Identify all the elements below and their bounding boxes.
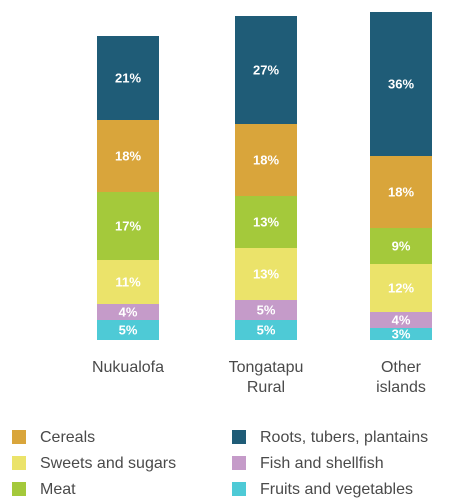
- legend-label: Roots, tubers, plantains: [260, 429, 428, 446]
- value-label: 9%: [392, 238, 411, 253]
- value-label: 3%: [392, 326, 411, 341]
- value-label: 18%: [253, 152, 279, 167]
- legend-label: Sweets and sugars: [40, 455, 176, 472]
- value-label: 18%: [115, 148, 141, 163]
- legend-label: Fish and shellfish: [260, 455, 384, 472]
- bar-segment: [235, 124, 297, 196]
- legend-swatch: [232, 456, 246, 470]
- bar-segment: [97, 260, 159, 304]
- value-label: 4%: [392, 312, 411, 327]
- bar-segment: [370, 228, 432, 264]
- legend-swatch: [232, 482, 246, 496]
- bar-segment: [97, 304, 159, 320]
- bar-segment: [370, 12, 432, 156]
- bar-segment: [235, 196, 297, 248]
- bar-segment: [235, 16, 297, 124]
- value-label: 36%: [388, 76, 414, 91]
- legend-label: Cereals: [40, 429, 95, 446]
- legend-swatch: [12, 482, 26, 496]
- value-label: 4%: [119, 304, 138, 319]
- legend-swatch: [232, 430, 246, 444]
- legend-label: Fruits and vegetables: [260, 481, 413, 498]
- value-label: 5%: [257, 302, 276, 317]
- bar-segment: [97, 120, 159, 192]
- bar-segment: [370, 156, 432, 228]
- legend-swatch: [12, 456, 26, 470]
- value-label: 5%: [257, 322, 276, 337]
- value-label: 13%: [253, 214, 279, 229]
- value-label: 13%: [253, 266, 279, 281]
- value-label: 17%: [115, 218, 141, 233]
- category-label: Other islands: [376, 359, 426, 396]
- bar-segment: [97, 36, 159, 120]
- value-label: 18%: [388, 184, 414, 199]
- bar-segment: [235, 300, 297, 320]
- value-label: 27%: [253, 62, 279, 77]
- bar-segment: [370, 264, 432, 312]
- bar-segment: [97, 192, 159, 260]
- category-label: Nukualofa: [91, 359, 165, 376]
- value-label: 21%: [115, 70, 141, 85]
- bar-segment: [97, 320, 159, 340]
- value-label: 11%: [115, 274, 141, 289]
- bar-segment: [370, 312, 432, 328]
- bar-segment: [370, 328, 432, 340]
- legend-label: Meat: [40, 481, 76, 498]
- legend-swatch: [12, 430, 26, 444]
- category-label: Tongatapu Rural: [228, 359, 304, 396]
- bar-segment: [235, 248, 297, 300]
- value-label: 12%: [388, 280, 414, 295]
- bar-segment: [235, 320, 297, 340]
- value-label: 5%: [119, 322, 138, 337]
